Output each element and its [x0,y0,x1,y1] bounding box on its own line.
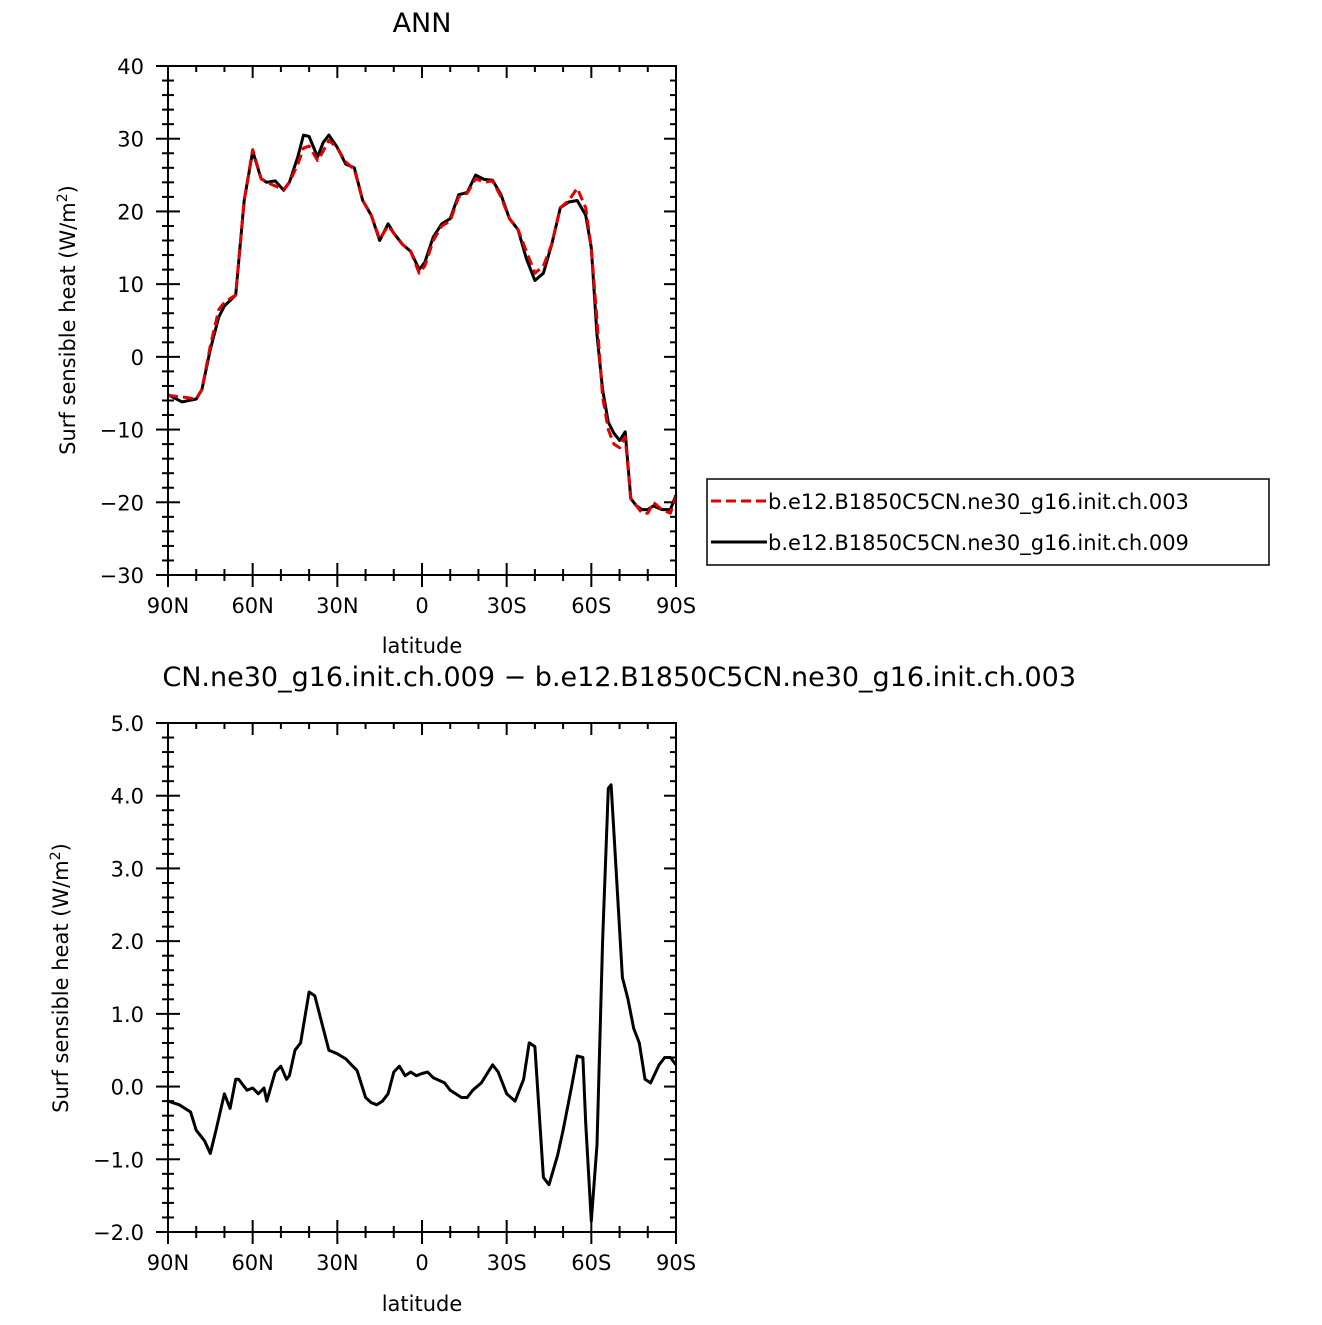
y-tick-label: −2.0 [93,1221,144,1245]
y-tick-label: 4.0 [111,785,144,809]
bottom-tick-marks [156,722,677,1244]
bottom-y-axis-label-sup: 2 [48,851,64,860]
x-tick-label: 0 [415,594,428,618]
top-series-lines [167,133,678,515]
bottom-x-axis-label: latitude [382,1292,463,1316]
x-tick-label: 30S [487,1251,527,1275]
x-tick-label: 90N [147,1251,189,1275]
top-y-axis-label-sup: 2 [55,193,71,202]
bottom-y-axis-label: Surf sensible heat (W/m2) [48,843,73,1113]
y-tick-label: −10 [100,419,144,443]
top-y-axis-label-text: Surf sensible heat (W/m [56,202,80,455]
x-tick-label: 60S [571,1251,611,1275]
bottom-plot-frame [167,722,677,1233]
x-tick-label: 60S [571,594,611,618]
legend-label-0: b.e12.B1850C5CN.ne30_g16.init.ch.003 [768,490,1189,515]
top-plot-frame [167,65,677,576]
y-tick-label: 20 [117,200,144,224]
y-tick-label: 0.0 [111,1076,144,1100]
y-tick-label: 10 [117,273,144,297]
bottom-y-axis-label-text: Surf sensible heat (W/m [49,860,73,1113]
x-tick-label: 90S [656,1251,696,1275]
bottom-chart-title: CN.ne30_g16.init.ch.009 − b.e12.B1850C5C… [162,662,1076,693]
x-tick-label: 60N [231,1251,273,1275]
x-tick-label: 90S [656,594,696,618]
y-tick-label: 40 [117,55,144,79]
top-panel: ANN 90N 60N 30N 0 30S 60S 90S −30 −20 −10 0 10 20 30 4… [55,8,696,658]
x-tick-label: 90N [147,594,189,618]
y-tick-label: 3.0 [111,857,144,881]
series-line-0 [167,138,678,515]
x-tick-label: 30S [487,594,527,618]
top-y-axis-label: Surf sensible heat (W/m2) [55,185,80,455]
y-tick-label: −20 [100,491,144,515]
series-line-1 [167,133,678,512]
y-tick-label: 30 [117,128,144,152]
legend-box [706,478,1270,566]
bottom-y-axis-label-close: ) [49,843,73,851]
y-tick-label: −30 [100,564,144,588]
x-tick-label: 30N [316,1251,358,1275]
y-tick-label: 2.0 [111,930,144,954]
x-tick-label: 60N [231,594,273,618]
series-line-0 [167,783,678,1223]
x-tick-label: 30N [316,594,358,618]
bottom-tick-labels: 90N 60N 30N 0 30S 60S 90S −2.0 −1.0 0.0 1.0 2.0 3.0 4… [93,712,696,1275]
bottom-panel: CN.ne30_g16.init.ch.009 − b.e12.B1850C5C… [48,662,1076,1316]
y-tick-label: 5.0 [111,712,144,736]
y-tick-label: 1.0 [111,1003,144,1027]
bottom-series-lines [167,783,678,1223]
legend-label-1: b.e12.B1850C5CN.ne30_g16.init.ch.009 [768,531,1189,556]
legend: b.e12.B1850C5CN.ne30_g16.init.ch.003 b.e… [706,478,1270,566]
y-tick-label: 0 [131,346,144,370]
y-tick-label: −1.0 [93,1148,144,1172]
top-x-axis-label: latitude [382,634,463,658]
top-chart-title: ANN [393,8,452,39]
x-tick-label: 0 [415,1251,428,1275]
top-tick-labels: 90N 60N 30N 0 30S 60S 90S −30 −20 −10 0 10 20 30 40 [100,55,696,618]
top-y-axis-label-close: ) [56,185,80,193]
